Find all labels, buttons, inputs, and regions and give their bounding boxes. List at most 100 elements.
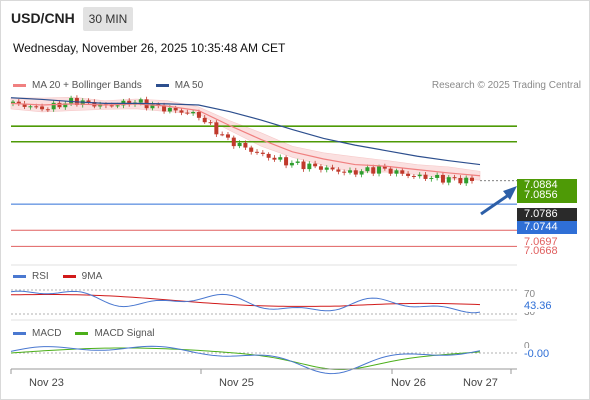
- candle-body: [138, 99, 143, 103]
- candle-body: [330, 167, 335, 170]
- x-tick-2: Nov 26: [391, 377, 426, 389]
- pivot-tag: 7.0744: [517, 221, 577, 234]
- macd-value: -0.00: [524, 348, 550, 360]
- credit-label: Research © 2025 Trading Central: [431, 80, 581, 91]
- candle-body: [225, 134, 230, 138]
- candle-body: [470, 177, 474, 181]
- candle-body: [458, 177, 463, 184]
- candle-body: [324, 167, 329, 170]
- macd-legend: MACD MACD Signal: [13, 328, 154, 339]
- level-lines: [11, 125, 517, 247]
- last-price-tag: 7.0786: [517, 208, 577, 221]
- candle-body: [255, 151, 260, 153]
- ma20-legend-label: MA 20 + Bollinger Bands: [32, 80, 142, 91]
- candle-body: [417, 174, 422, 177]
- candle-body: [289, 162, 294, 166]
- candle-body: [435, 174, 440, 178]
- candle-body: [11, 101, 15, 104]
- macd-zero-label: 0: [524, 341, 530, 352]
- candle-body: [301, 161, 306, 170]
- macd-signal-legend-label: MACD Signal: [94, 328, 155, 339]
- ma50-swatch: [155, 84, 169, 87]
- candle-body: [342, 171, 347, 173]
- ma20-swatch: [13, 84, 26, 87]
- rsi-ma-line: [10, 294, 481, 307]
- candle-body: [127, 100, 132, 105]
- candle-body: [28, 106, 33, 108]
- macd-signal-swatch: [75, 332, 89, 335]
- ma50-legend-label: MA 50: [174, 80, 204, 91]
- candle-body: [208, 122, 213, 124]
- ma50-line: [10, 97, 481, 166]
- candle-body: [220, 134, 225, 136]
- candle-body: [336, 169, 341, 172]
- macd-line: [10, 345, 481, 375]
- candle-body: [406, 173, 411, 176]
- rsi-level-70: 70: [524, 289, 536, 300]
- timeframe-button[interactable]: 30 MIN: [83, 7, 133, 31]
- datetime-label: Wednesday, November 26, 2025 10:35:48 AM…: [13, 41, 286, 55]
- candle-body: [464, 177, 469, 184]
- candle-body: [86, 100, 91, 103]
- moving-averages: [10, 97, 481, 177]
- symbol-title: USD/CNH: [11, 10, 75, 26]
- resistance-tags: 7.0884 7.0856: [517, 179, 577, 203]
- candle-body: [284, 157, 289, 166]
- rsi-value: 43.36: [524, 300, 552, 312]
- candle-body: [411, 175, 416, 177]
- candle-body: [347, 170, 352, 173]
- x-tick-1: Nov 25: [219, 377, 254, 389]
- candle-body: [307, 163, 312, 170]
- candle-body: [440, 174, 445, 183]
- candle-body: [382, 166, 387, 169]
- arrow-shaft: [480, 192, 511, 216]
- candle-body: [452, 177, 457, 179]
- rsi-level-30: 30: [524, 307, 536, 318]
- candle-body: [400, 170, 405, 174]
- macd-legend-label: MACD: [32, 328, 62, 339]
- candle-body: [249, 147, 254, 152]
- upper-pivot-tag: 7.0856: [524, 189, 558, 201]
- candle-body: [162, 105, 167, 112]
- candle-body: [196, 111, 201, 118]
- macd-swatch: [13, 332, 26, 335]
- candle-body: [202, 117, 207, 123]
- candle-body: [260, 152, 265, 154]
- candle-body: [51, 102, 56, 110]
- rsi-line: [10, 290, 481, 314]
- candle-body: [57, 102, 62, 108]
- rsi-legend-label: RSI: [32, 271, 49, 282]
- candle-body: [63, 103, 68, 108]
- candle-body: [266, 153, 271, 158]
- candle-body: [185, 112, 190, 114]
- candle-body: [353, 170, 358, 175]
- rsi-ma-legend-label: 9MA: [81, 271, 103, 282]
- candle-body: [272, 157, 277, 160]
- support1-label: 7.0697: [524, 236, 558, 248]
- candle-body: [115, 105, 120, 107]
- candle-body: [388, 168, 393, 174]
- forecast-arrow: [480, 186, 517, 216]
- candle-body: [16, 101, 21, 104]
- candle-body: [214, 122, 219, 135]
- macd-panel: [10, 319, 517, 375]
- rsi-panel: [10, 264, 517, 315]
- candle-body: [313, 163, 318, 167]
- bollinger-band-area: [10, 96, 481, 181]
- candle-body: [243, 142, 248, 148]
- candle-body: [150, 104, 155, 109]
- candle-body: [318, 166, 323, 170]
- rsi-ma-swatch: [62, 275, 76, 278]
- candle-body: [359, 171, 364, 175]
- candle-body: [377, 166, 382, 174]
- x-axis: [10, 368, 517, 374]
- support2-label: 7.0668: [524, 245, 558, 257]
- candle-body: [371, 167, 376, 174]
- candle-body: [179, 110, 184, 113]
- arrow-head: [503, 186, 517, 200]
- rsi-swatch: [13, 275, 26, 278]
- candle-body: [156, 104, 161, 106]
- candle-body: [278, 157, 283, 160]
- candle-body: [237, 142, 242, 147]
